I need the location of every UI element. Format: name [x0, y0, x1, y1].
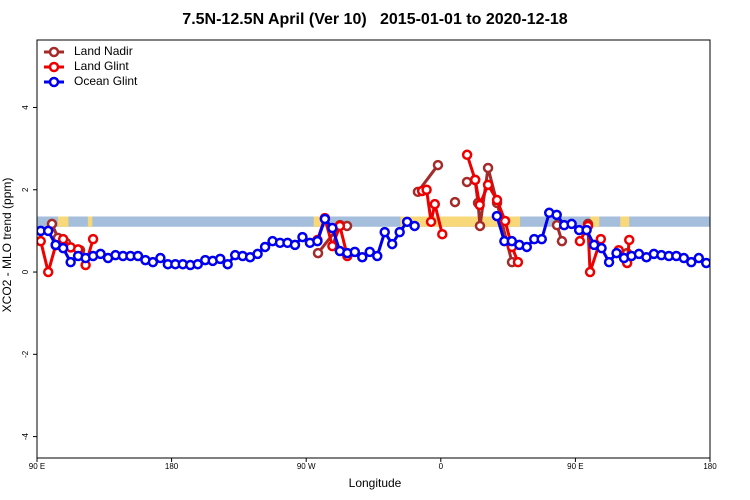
point [551, 209, 562, 221]
point [461, 149, 473, 161]
y-tick-label: 0 [21, 269, 30, 274]
point [512, 256, 524, 268]
point [566, 218, 577, 230]
point [474, 199, 485, 211]
point [364, 246, 376, 258]
point [371, 250, 383, 262]
legend-marker [48, 61, 60, 73]
point [432, 159, 444, 171]
point [429, 198, 441, 210]
point [87, 233, 99, 245]
point [409, 220, 420, 232]
point [394, 226, 405, 238]
point [386, 238, 398, 250]
point [312, 235, 323, 247]
point [437, 228, 448, 240]
point [327, 240, 338, 252]
legend-label: Land Nadir [74, 44, 133, 58]
x-tick-label: 0 [439, 462, 444, 471]
land-span [400, 216, 521, 227]
x-tick-label: 90 E [29, 462, 45, 471]
point [581, 224, 592, 236]
point [469, 174, 481, 186]
y-tick-label: 2 [21, 187, 30, 192]
point [147, 256, 159, 268]
x-tick-label: 90 W [297, 462, 316, 471]
point [42, 266, 54, 278]
x-tick-label: 90 E [567, 462, 583, 471]
point [57, 242, 69, 254]
land-span [87, 216, 93, 227]
point [584, 266, 596, 278]
point [214, 253, 226, 265]
point [319, 213, 331, 225]
point [37, 235, 46, 247]
point [349, 246, 361, 258]
y-tick-label: -2 [21, 350, 30, 358]
point [686, 256, 697, 268]
point [259, 241, 271, 253]
land-span [57, 216, 69, 227]
point [297, 231, 308, 243]
point [556, 235, 568, 247]
point [289, 239, 301, 251]
point [499, 215, 511, 227]
y-tick-label: 4 [21, 105, 30, 110]
point [701, 257, 710, 269]
y-axis-label: XCO2 - MLO trend (ppm) [0, 178, 14, 313]
plot-frame [36, 39, 711, 459]
point [491, 210, 503, 222]
point [623, 234, 635, 246]
x-tick-label: 180 [703, 462, 717, 471]
point [574, 235, 586, 247]
land-span [590, 216, 600, 227]
plot [37, 149, 710, 278]
point [42, 225, 54, 237]
point [327, 222, 338, 234]
band [37, 216, 710, 227]
legend-marker [48, 76, 60, 88]
point [155, 252, 166, 264]
point [693, 252, 705, 264]
point [132, 250, 144, 262]
point [57, 233, 69, 245]
point [252, 248, 263, 260]
legend-label: Ocean Glint [74, 74, 138, 88]
point [222, 258, 233, 270]
point [425, 216, 437, 228]
point [482, 162, 494, 174]
point [491, 194, 503, 206]
y-tick-label: -4 [21, 433, 30, 441]
x-tick-label: 180 [165, 462, 179, 471]
point [95, 248, 106, 260]
point [379, 226, 390, 238]
point [596, 242, 607, 254]
chart-title: 7.5N-12.5N April (Ver 10) 2015-01-01 to … [182, 11, 567, 28]
point [461, 176, 473, 188]
point [603, 256, 615, 268]
land-span [313, 216, 323, 227]
point [421, 184, 432, 196]
point [449, 196, 461, 208]
point [678, 252, 690, 264]
point [65, 256, 76, 268]
point [521, 241, 533, 253]
legend-marker [48, 46, 60, 58]
point [401, 216, 413, 228]
x-axis-label: Longitude [349, 476, 402, 490]
point [474, 220, 486, 232]
point [192, 258, 204, 270]
point [357, 251, 368, 263]
point [536, 233, 547, 245]
point [482, 179, 494, 191]
legend-label: Land Glint [74, 59, 129, 73]
land-span [620, 216, 630, 227]
point [611, 247, 622, 259]
point [312, 247, 324, 259]
